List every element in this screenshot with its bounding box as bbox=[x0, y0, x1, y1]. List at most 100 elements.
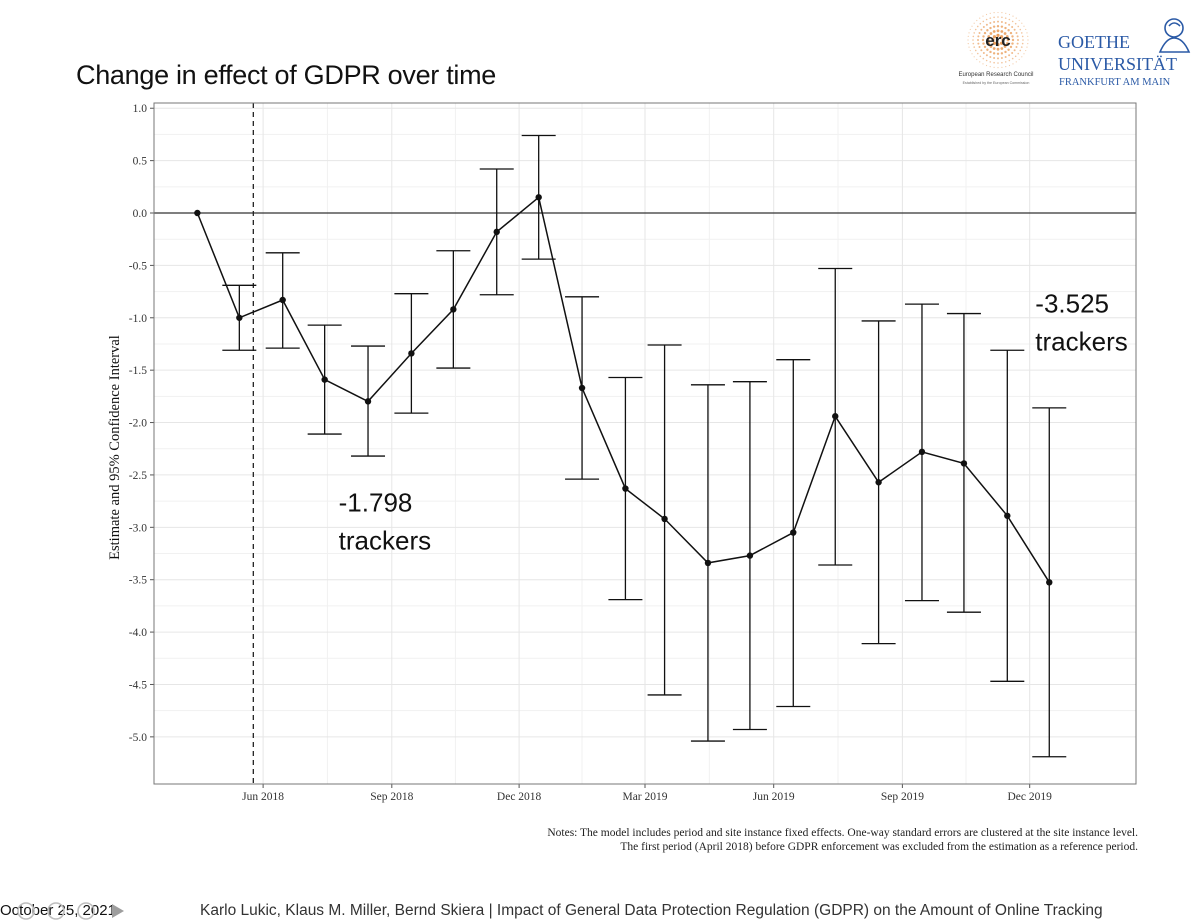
erc-dot bbox=[1011, 35, 1014, 38]
y-tick-label: -4.5 bbox=[129, 679, 147, 691]
erc-dot bbox=[982, 15, 984, 17]
nav-menu-icon[interactable] bbox=[47, 902, 65, 920]
erc-dot bbox=[996, 29, 1000, 33]
estimate-point bbox=[918, 448, 926, 456]
grid-layer bbox=[154, 103, 1136, 784]
estimate-point bbox=[704, 559, 712, 567]
erc-dot bbox=[1000, 20, 1003, 23]
erc-dot bbox=[1015, 31, 1018, 34]
erc-dot bbox=[1019, 49, 1022, 52]
erc-dot bbox=[1005, 35, 1009, 38]
annotation-unit: trackers bbox=[1035, 327, 1127, 357]
erc-dot bbox=[1011, 20, 1014, 23]
erc-dot bbox=[967, 35, 969, 37]
erc-logo: erc European Research Council Establishe… bbox=[958, 12, 1034, 85]
erc-dot bbox=[996, 43, 1000, 47]
erc-dot bbox=[999, 35, 1004, 39]
erc-dot bbox=[982, 35, 985, 38]
x-tick-label: Sep 2019 bbox=[881, 791, 924, 803]
erc-dot bbox=[1005, 66, 1007, 68]
erc-dot bbox=[976, 19, 978, 22]
goethe-logo: GOETHE UNIVERSITÄT FRANKFURT AM MAIN bbox=[1058, 18, 1191, 88]
erc-dot bbox=[993, 16, 995, 19]
goethe-logo-line2: UNIVERSITÄT bbox=[1058, 54, 1177, 74]
erc-dot bbox=[1008, 59, 1011, 62]
erc-dot bbox=[989, 66, 991, 68]
erc-dot bbox=[1015, 46, 1018, 49]
slide-nav-controls[interactable] bbox=[4, 900, 132, 922]
erc-dot bbox=[1023, 25, 1025, 27]
erc-dot bbox=[1006, 38, 1010, 42]
erc-dot bbox=[989, 17, 992, 19]
erc-dot bbox=[1025, 49, 1027, 52]
erc-dot bbox=[974, 28, 977, 31]
erc-dot bbox=[981, 38, 985, 42]
erc-dot bbox=[1011, 57, 1014, 60]
estimate-point bbox=[790, 529, 797, 536]
nav-zoom-icon[interactable] bbox=[77, 902, 95, 920]
erc-logo-name: European Research Council bbox=[958, 72, 1033, 78]
erc-dot bbox=[1016, 35, 1019, 38]
nav-next-icon[interactable] bbox=[112, 904, 124, 918]
erc-dot bbox=[1011, 25, 1014, 28]
erc-dot bbox=[997, 20, 999, 23]
erc-dot bbox=[1008, 18, 1011, 21]
nav-prev-icon[interactable] bbox=[17, 902, 35, 920]
y-tick-label: -3.5 bbox=[129, 575, 147, 587]
erc-dot bbox=[1001, 61, 1003, 64]
erc-dot bbox=[997, 12, 999, 13]
erc-dot bbox=[992, 30, 996, 33]
erc-dot bbox=[1004, 55, 1007, 58]
y-tick-label: -1.5 bbox=[129, 365, 147, 377]
erc-logo-subline: Established by the European Commission bbox=[963, 81, 1030, 85]
erc-dot bbox=[1021, 35, 1024, 38]
erc-dot bbox=[985, 54, 988, 57]
estimate-point bbox=[408, 350, 415, 357]
erc-dot bbox=[1008, 23, 1011, 26]
y-tick-label: -0.5 bbox=[129, 260, 147, 272]
erc-dot bbox=[1026, 46, 1028, 48]
erc-dot bbox=[985, 64, 988, 67]
x-tick-label: Sep 2018 bbox=[370, 791, 413, 803]
erc-dot bbox=[987, 35, 991, 38]
erc-dot bbox=[973, 32, 976, 34]
erc-dot bbox=[989, 45, 993, 48]
erc-dot bbox=[971, 25, 973, 27]
slide-title: Change in effect of GDPR over time bbox=[76, 60, 497, 90]
reference-lines bbox=[154, 103, 1136, 784]
estimate-point bbox=[1004, 512, 1011, 519]
erc-dot bbox=[992, 52, 996, 55]
erc-dot bbox=[1015, 17, 1017, 19]
erc-dot bbox=[982, 52, 985, 55]
erc-dot bbox=[1016, 42, 1019, 45]
x-tick-label: Jun 2019 bbox=[753, 791, 795, 803]
erc-dot bbox=[1013, 49, 1016, 52]
estimate-point bbox=[622, 485, 629, 492]
erc-dot bbox=[996, 52, 1000, 55]
erc-dot bbox=[973, 56, 975, 58]
erc-dot bbox=[993, 20, 996, 23]
erc-dot bbox=[1017, 25, 1020, 28]
erc-dot bbox=[1007, 29, 1010, 32]
erc-dot bbox=[1004, 26, 1007, 30]
axes: 1.0 0.5 0.0 -0.5 -1.0 -1.5 -2.0 -2.5 -3.0 -3.5 -4.… bbox=[129, 102, 1137, 803]
x-tick-label: Jun 2018 bbox=[242, 791, 284, 803]
erc-dot bbox=[1021, 22, 1023, 24]
erc-dot bbox=[1003, 45, 1007, 48]
erc-dot bbox=[1022, 39, 1024, 41]
goethe-logo-line1: GOETHE bbox=[1058, 32, 1130, 52]
estimate-point bbox=[321, 376, 328, 383]
goethe-portrait bbox=[1158, 18, 1191, 53]
erc-dot bbox=[976, 58, 978, 61]
erc-dot bbox=[982, 42, 985, 45]
estimate-point bbox=[875, 479, 882, 486]
erc-dot bbox=[1012, 15, 1014, 17]
erc-dot bbox=[1013, 28, 1016, 31]
erc-dot bbox=[1019, 28, 1022, 31]
y-tick-label: -3.0 bbox=[129, 522, 147, 534]
erc-dot bbox=[969, 49, 971, 52]
erc-dot-burst bbox=[967, 12, 1029, 69]
erc-dot bbox=[997, 57, 999, 60]
erc-dot bbox=[1001, 38, 1005, 42]
annotation-value: -1.798 bbox=[339, 488, 413, 518]
